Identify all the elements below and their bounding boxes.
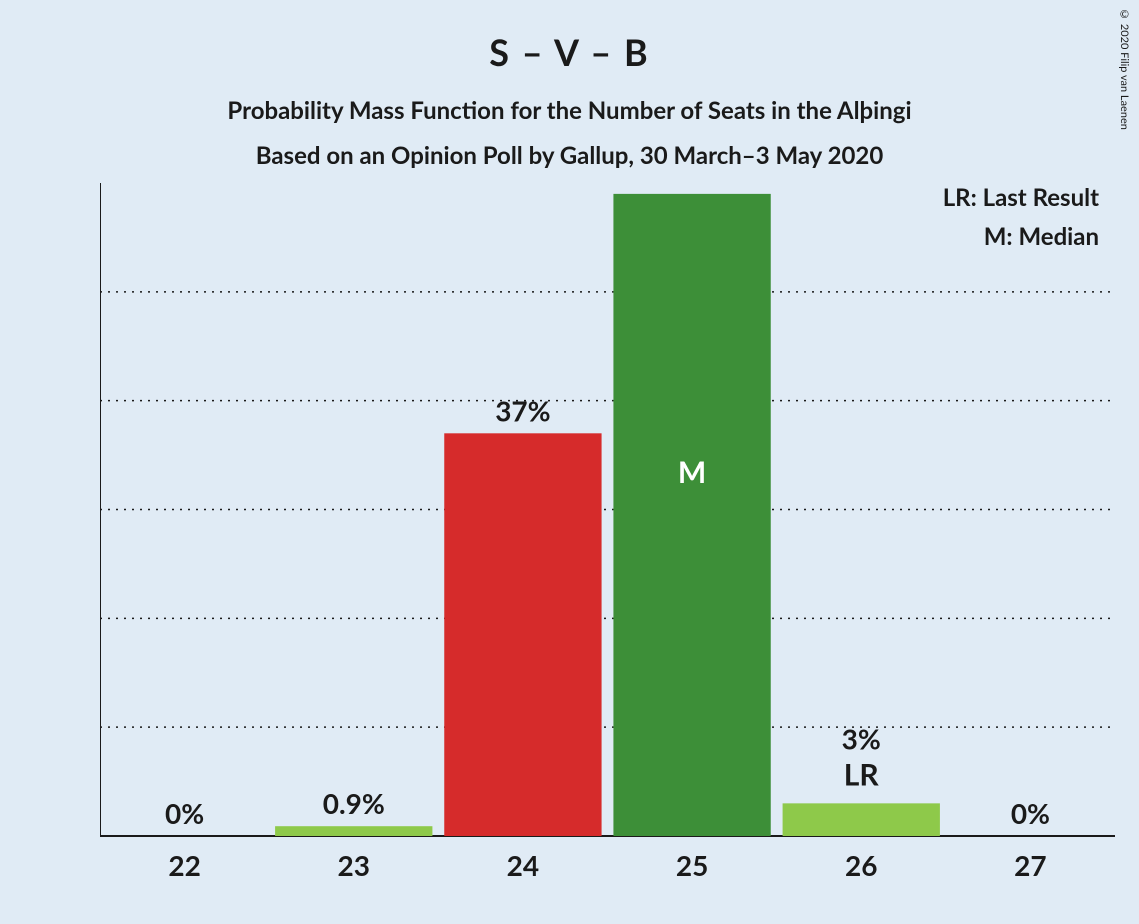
x-tick-label: 22 xyxy=(168,848,200,882)
legend: LR: Last Result M: Median xyxy=(943,183,1099,261)
bar xyxy=(444,433,601,836)
copyright-text: © 2020 Filip van Laenen xyxy=(1118,8,1131,130)
bar xyxy=(783,803,940,836)
x-tick-label: 23 xyxy=(338,848,370,882)
title-block: S – V – B Probability Mass Function for … xyxy=(0,0,1139,170)
bar xyxy=(613,194,770,836)
x-tick-label: 26 xyxy=(845,848,877,882)
bar-value-label: 0.9% xyxy=(323,786,385,820)
bar-value-label: 3% xyxy=(842,721,881,755)
x-tick-label: 25 xyxy=(676,848,708,882)
bar-annotation: M xyxy=(678,454,706,490)
bar-annotation: LR xyxy=(844,756,880,792)
chart-svg: 20%40%220%230.9%2437%25M59%26LR3%270% xyxy=(100,183,1115,896)
legend-item: M: Median xyxy=(943,222,1099,251)
bar-value-label: 59% xyxy=(664,183,719,188)
bar xyxy=(275,826,432,836)
chart-canvas: © 2020 Filip van Laenen S – V – B Probab… xyxy=(0,0,1139,924)
x-tick-label: 24 xyxy=(507,848,539,882)
legend-item: LR: Last Result xyxy=(943,183,1099,212)
chart-title: S – V – B xyxy=(0,30,1139,74)
x-tick-label: 27 xyxy=(1014,848,1046,882)
plot-area: 20%40%220%230.9%2437%25M59%26LR3%270% LR… xyxy=(100,183,1115,896)
bar-value-label: 0% xyxy=(1011,796,1050,830)
bar-value-label: 37% xyxy=(495,393,550,427)
chart-subtitle-2: Based on an Opinion Poll by Gallup, 30 M… xyxy=(0,141,1139,170)
bar-value-label: 0% xyxy=(165,796,204,830)
chart-subtitle-1: Probability Mass Function for the Number… xyxy=(0,96,1139,125)
